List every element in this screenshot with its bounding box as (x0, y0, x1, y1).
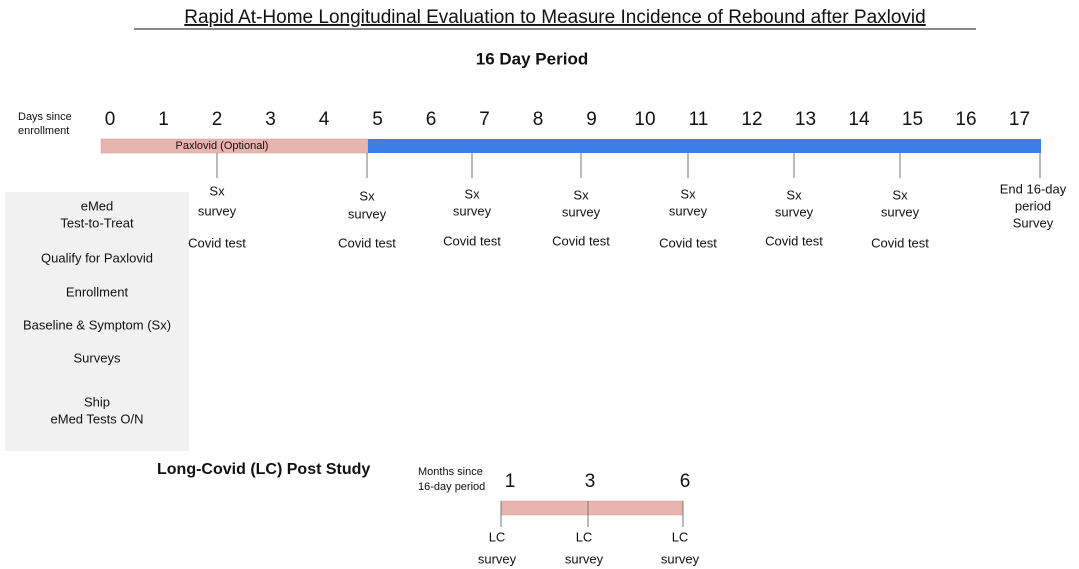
enrollment-step: Surveys (74, 350, 121, 365)
survey-label: survey (775, 204, 814, 219)
survey-label: survey (453, 203, 492, 218)
lc-survey-label: survey (565, 551, 604, 566)
day-number: 5 (372, 109, 383, 130)
enrollment-step: Ship (84, 394, 110, 409)
end-event-label: End 16-day (1000, 181, 1067, 196)
survey-label: survey (562, 204, 601, 219)
title: Rapid At-Home Longitudinal Evaluation to… (184, 7, 925, 28)
lc-survey-label: survey (661, 551, 700, 566)
day-number: 15 (902, 109, 923, 130)
survey-label: Sx (209, 183, 225, 198)
survey-label: Sx (786, 187, 802, 202)
test-label: Covid test (552, 233, 610, 248)
end-event-label: period (1015, 198, 1051, 213)
day-number: 3 (265, 109, 276, 130)
day-number: 11 (689, 109, 709, 130)
test-label: Covid test (338, 235, 396, 250)
test-label: Covid test (188, 235, 246, 250)
test-label: Covid test (659, 235, 717, 250)
day-number: 6 (426, 109, 437, 130)
months-label: 16-day period (418, 481, 485, 493)
test-label: Covid test (443, 233, 501, 248)
end-event-label: Survey (1013, 215, 1054, 230)
day-number: 16 (955, 109, 976, 130)
lc-survey-label: LC (576, 529, 593, 544)
day-number: 10 (634, 109, 655, 130)
month-number: 1 (505, 471, 516, 492)
enrollment-step: eMed (81, 198, 114, 213)
survey-label: survey (348, 206, 387, 221)
days-label: Days since (18, 111, 72, 123)
month-number: 3 (585, 471, 596, 492)
day-number: 17 (1009, 109, 1030, 130)
period-title: 16 Day Period (476, 49, 588, 68)
survey-label: survey (881, 204, 920, 219)
study-bar (368, 139, 1041, 153)
survey-label: Sx (892, 187, 908, 202)
day-number: 12 (741, 109, 762, 130)
days-label: enrollment (18, 125, 69, 137)
day-number: 14 (848, 109, 870, 130)
survey-label: survey (669, 203, 708, 218)
test-label: Covid test (765, 233, 823, 248)
paxlovid-label: Paxlovid (Optional) (176, 140, 269, 152)
enrollment-step: Enrollment (66, 284, 129, 299)
lc-survey-label: LC (672, 529, 689, 544)
day-number: 13 (795, 109, 816, 130)
day-number: 8 (533, 109, 544, 130)
day-number: 0 (105, 109, 116, 130)
survey-label: Sx (464, 186, 480, 201)
lc-bar (500, 500, 684, 516)
test-label: Covid test (871, 235, 929, 250)
day-number: 4 (319, 109, 330, 130)
lc-title: Long-Covid (LC) Post Study (157, 461, 370, 478)
enrollment-step: Qualify for Paxlovid (41, 250, 153, 265)
survey-label: Sx (359, 188, 375, 203)
day-number: 1 (158, 109, 169, 130)
day-number: 9 (586, 109, 597, 130)
day-number: 7 (479, 109, 490, 130)
day-number: 2 (212, 109, 223, 130)
survey-label: Sx (573, 187, 589, 202)
enrollment-step: Test-to-Treat (60, 215, 134, 230)
enrollment-step: Baseline & Symptom (Sx) (23, 317, 171, 332)
months-label: Months since (418, 466, 483, 478)
lc-survey-label: survey (478, 551, 517, 566)
month-number: 6 (680, 471, 691, 492)
enrollment-step: eMed Tests O/N (51, 411, 144, 426)
lc-survey-label: LC (489, 529, 506, 544)
survey-label: Sx (680, 186, 696, 201)
enrollment-box (5, 192, 189, 451)
survey-label: survey (198, 203, 237, 218)
